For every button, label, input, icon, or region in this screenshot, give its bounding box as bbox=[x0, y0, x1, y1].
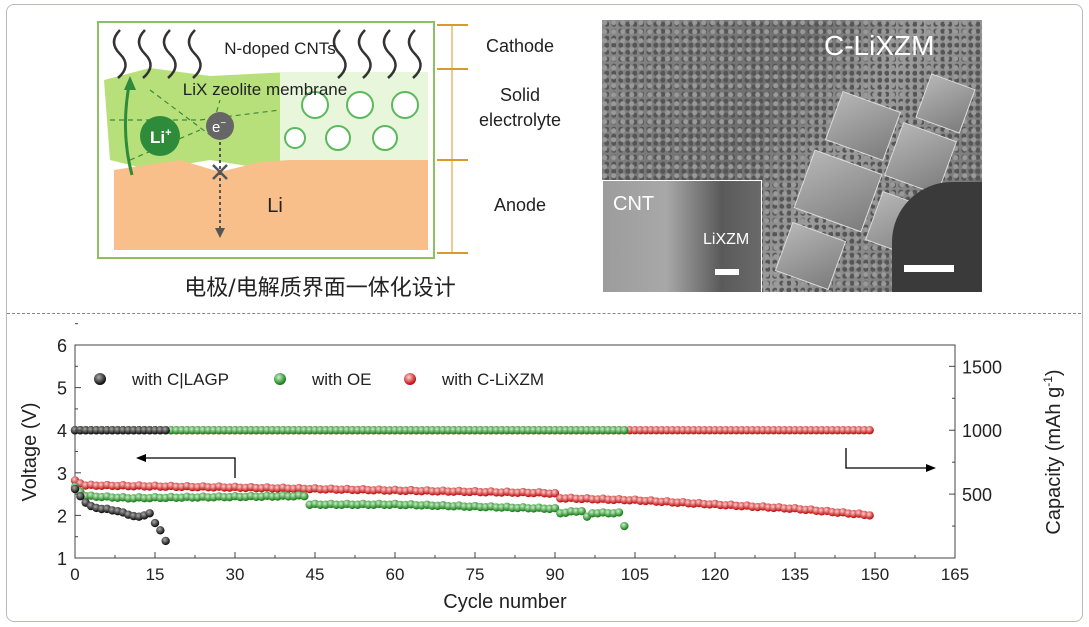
voltage-point-with-oe bbox=[577, 506, 586, 516]
layer-label-electrolyte: electrolyte bbox=[478, 110, 562, 130]
x-axis-label: Cycle number bbox=[443, 591, 567, 613]
y-tick-label-left: 2 bbox=[57, 506, 67, 526]
legend-label: with OE bbox=[311, 370, 372, 389]
capacity-point-with-c-lixzm bbox=[865, 426, 874, 435]
voltage-point-with-c-lagp bbox=[150, 518, 160, 528]
x-tick-label: 15 bbox=[146, 565, 165, 584]
electron-label: e− bbox=[212, 118, 226, 136]
block-x-icon bbox=[212, 164, 228, 180]
inset-label-lixzm: LiXZM bbox=[703, 231, 750, 248]
y-axis-label-left: Voltage (V) bbox=[19, 403, 41, 502]
schematic-caption: 电极/电解质界面一体化设计 bbox=[184, 276, 456, 301]
x-tick-label: 165 bbox=[941, 565, 969, 584]
x-tick-label: 45 bbox=[306, 565, 325, 584]
electron-icon bbox=[206, 112, 234, 140]
voltage-point-with-oe bbox=[620, 521, 629, 531]
x-tick-label: 30 bbox=[226, 565, 245, 584]
cnt-wires bbox=[112, 29, 422, 79]
y-tick-label-right: 1000 bbox=[962, 421, 1002, 441]
x-tick-label: 120 bbox=[701, 565, 729, 584]
y-axis-label-right: Capacity (mAh g-1) bbox=[1041, 369, 1065, 534]
y-tick-label-left: 3 bbox=[57, 464, 67, 484]
voltage-point-with-c-lixzm bbox=[550, 489, 560, 498]
layer-label-anode: Anode bbox=[493, 195, 547, 215]
x-tick-label: 105 bbox=[621, 565, 649, 584]
x-tick-label: 135 bbox=[781, 565, 809, 584]
voltage-point-with-c-lagp bbox=[76, 492, 85, 501]
voltage-point-with-oe bbox=[614, 508, 624, 517]
x-tick-label: 60 bbox=[386, 565, 405, 584]
y-tick-label-left: 4 bbox=[57, 421, 67, 441]
cycling-chart: 0 15 30 45 60 75 90 105 120 135 150 165123456500100… bbox=[19, 323, 1065, 613]
scale-bar bbox=[904, 265, 954, 272]
legend-marker bbox=[274, 373, 286, 385]
y-tick-label-left: 5 bbox=[57, 379, 67, 399]
li-ion-icon bbox=[140, 116, 180, 156]
sem-title: C-LiXZM bbox=[824, 30, 935, 61]
layer-label-solid: Solid bbox=[499, 85, 541, 105]
capacity-point-with-oe bbox=[620, 426, 629, 435]
legend-marker bbox=[404, 373, 416, 385]
tem-inset: CNT LiXZM bbox=[602, 180, 762, 292]
membrane-label: LiX zeolite membrane bbox=[183, 80, 347, 99]
cnt-label: N-doped CNTs bbox=[224, 39, 336, 58]
voltage-point-with-c-lagp bbox=[161, 536, 170, 546]
y-tick-label-right: 1500 bbox=[962, 357, 1002, 377]
y-tick-label-right: 500 bbox=[962, 485, 992, 505]
interface-schematic: N-doped CNTs LiX zeolite membrane Li+ e−… bbox=[97, 21, 468, 259]
capacity-point-with-c-lagp bbox=[161, 426, 170, 435]
figure-frame bbox=[6, 4, 1083, 622]
voltage-point-with-c-lixzm bbox=[865, 511, 874, 520]
inset-label-cnt: CNT bbox=[613, 193, 655, 215]
li-ion-label: Li+ bbox=[150, 127, 172, 147]
sem-micrograph: C-LiXZM CNT LiXZM bbox=[602, 20, 982, 292]
layer-label-cathode: Cathode bbox=[485, 36, 555, 56]
layer-brackets bbox=[437, 24, 468, 254]
anode-metal-label: Li bbox=[267, 195, 283, 217]
anode-region bbox=[114, 160, 428, 250]
chart-legend: with C|LAGP with OE with C-LiXZM bbox=[94, 370, 544, 389]
right-pointer-arrow bbox=[845, 448, 936, 472]
panel-separator bbox=[7, 313, 1081, 314]
voltage-point-with-oe bbox=[550, 503, 560, 513]
legend-marker bbox=[94, 373, 106, 385]
legend-label: with C|LAGP bbox=[131, 370, 229, 389]
left-pointer-arrow bbox=[136, 454, 236, 478]
voltage-point-with-c-lagp bbox=[156, 526, 165, 535]
legend-label: with C-LiXZM bbox=[441, 370, 544, 389]
x-tick-label: 75 bbox=[466, 565, 485, 584]
voltage-point-with-c-lagp bbox=[145, 509, 154, 518]
y-tick-label-left: 6 bbox=[57, 336, 67, 356]
x-tick-label: 150 bbox=[861, 565, 889, 584]
x-tick-label: 0 bbox=[70, 565, 79, 584]
x-tick-label: 90 bbox=[546, 565, 565, 584]
voltage-point-with-c-lagp bbox=[70, 484, 80, 494]
inset-scale-bar bbox=[715, 269, 739, 275]
voltage-point-with-oe bbox=[300, 492, 309, 501]
y-tick-label-left: 1 bbox=[57, 549, 67, 569]
